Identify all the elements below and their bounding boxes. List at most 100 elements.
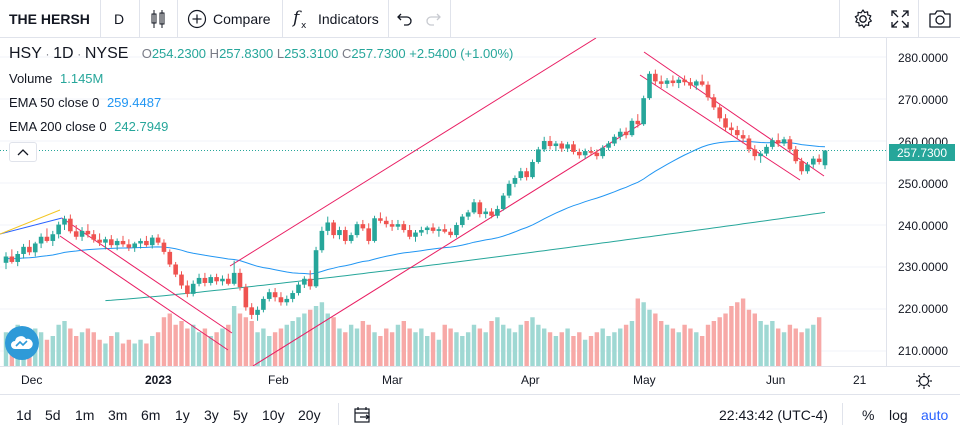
toolbar-divider [338, 403, 339, 425]
range-1d-button[interactable]: 1d [16, 406, 32, 423]
candle-body [442, 229, 448, 232]
time-axis-settings-button[interactable] [915, 372, 933, 395]
undo-button[interactable] [396, 0, 414, 38]
candle-body [372, 218, 377, 241]
gear-icon [852, 8, 874, 30]
candle-body [97, 239, 102, 243]
candle-body [231, 272, 237, 284]
range-1m-button[interactable]: 1m [75, 406, 95, 423]
time-tick: Apr [521, 373, 540, 387]
candle-body [266, 292, 272, 299]
candle-body [729, 127, 734, 131]
volume-bar [132, 343, 137, 366]
range-3y-button[interactable]: 3y [204, 406, 219, 423]
candle-body [676, 79, 682, 84]
legend-sep: · [77, 47, 82, 61]
symbol-search-button[interactable]: THE HERSH [9, 11, 90, 27]
interval-button[interactable]: D [114, 11, 125, 27]
candle-body [758, 153, 763, 157]
close-label: C [342, 46, 352, 61]
fullscreen-button[interactable] [891, 0, 909, 38]
volume-bar [483, 332, 488, 366]
range-10y-button[interactable]: 10y [262, 406, 285, 423]
range-3m-button[interactable]: 3m [108, 406, 128, 423]
volume-bar [267, 336, 272, 366]
close-value: 257.7300 [351, 46, 406, 61]
auto-scale-toggle[interactable]: auto [921, 406, 949, 423]
candle-body [577, 151, 582, 156]
volume-bar [302, 313, 307, 366]
settings-button[interactable] [852, 0, 874, 38]
volume-bar [407, 328, 412, 366]
time-tick: Dec [21, 373, 43, 387]
volume-bar [506, 328, 512, 366]
redo-button[interactable] [424, 0, 442, 38]
candle-body [325, 222, 331, 231]
volume-bar [226, 324, 231, 366]
candle-body [272, 292, 278, 298]
range-20y-button[interactable]: 20y [298, 406, 321, 423]
volume-bar [38, 332, 44, 366]
candle-body [290, 293, 295, 299]
volume-legend[interactable]: Volume 1.145M [9, 71, 103, 86]
volume-bar [325, 313, 330, 366]
toolbar-divider [139, 0, 140, 38]
range-6m-button[interactable]: 6m [141, 406, 161, 423]
clock-timezone[interactable]: 22:43:42 (UTC-4) [719, 406, 828, 423]
candle-body [296, 284, 301, 294]
candlestick-chart[interactable] [0, 38, 886, 366]
range-5d-button[interactable]: 5d [45, 406, 61, 423]
candle-body [541, 141, 547, 150]
candle-body [354, 224, 360, 236]
candle-body [144, 240, 149, 246]
candle-body [512, 177, 518, 184]
collapse-legend-button[interactable] [9, 142, 37, 162]
volume-bar [208, 336, 213, 366]
percent-scale-toggle[interactable]: % [862, 406, 875, 423]
volume-bar [109, 336, 114, 366]
candle-body [740, 135, 746, 139]
open-value: 254.2300 [151, 46, 207, 61]
candle-body [79, 230, 85, 237]
compare-button[interactable]: Compare [187, 0, 271, 38]
candle-body [21, 246, 26, 254]
volume-bar [103, 343, 108, 366]
volume-bar [261, 328, 266, 366]
candle-body [56, 224, 61, 235]
volume-bar [220, 328, 225, 366]
camera-icon [929, 10, 951, 28]
ema200-legend[interactable]: EMA 200 close 0 242.7949 [9, 119, 168, 134]
volume-bar [296, 317, 301, 366]
volume-bar [471, 324, 477, 366]
volume-bar [618, 328, 623, 366]
time-axis[interactable]: Dec 2023 Feb Mar Apr May Jun 21 [0, 366, 960, 394]
range-1y-button[interactable]: 1y [175, 406, 190, 423]
volume-bar [343, 332, 348, 366]
candle-body [278, 297, 284, 303]
candle-body [594, 152, 600, 157]
candle-body [647, 73, 652, 99]
go-to-date-button[interactable] [354, 395, 372, 434]
price-axis[interactable]: 280.0000 270.0000 260.0000 250.0000 240.… [886, 38, 960, 366]
candle-body [73, 231, 79, 237]
range-5y-button[interactable]: 5y [233, 406, 248, 423]
svg-text:x: x [301, 21, 307, 30]
candle-body [711, 97, 717, 108]
ema50-legend[interactable]: EMA 50 close 0 259.4487 [9, 95, 161, 110]
candle-body [38, 236, 44, 244]
time-tick: Jun [766, 373, 786, 387]
log-scale-toggle[interactable]: log [889, 406, 908, 423]
price-chart-pane[interactable] [0, 38, 886, 366]
snapshot-button[interactable] [929, 0, 951, 38]
candle-body [44, 236, 50, 241]
volume-bar [167, 313, 172, 366]
chart-type-button[interactable] [150, 0, 166, 38]
chevron-up-icon [17, 148, 29, 156]
volume-bar [150, 336, 155, 366]
tradingview-logo[interactable] [5, 326, 39, 360]
volume-bar [366, 324, 371, 366]
candle-body [395, 224, 401, 227]
candle-body [208, 277, 214, 283]
candle-body [811, 158, 816, 165]
